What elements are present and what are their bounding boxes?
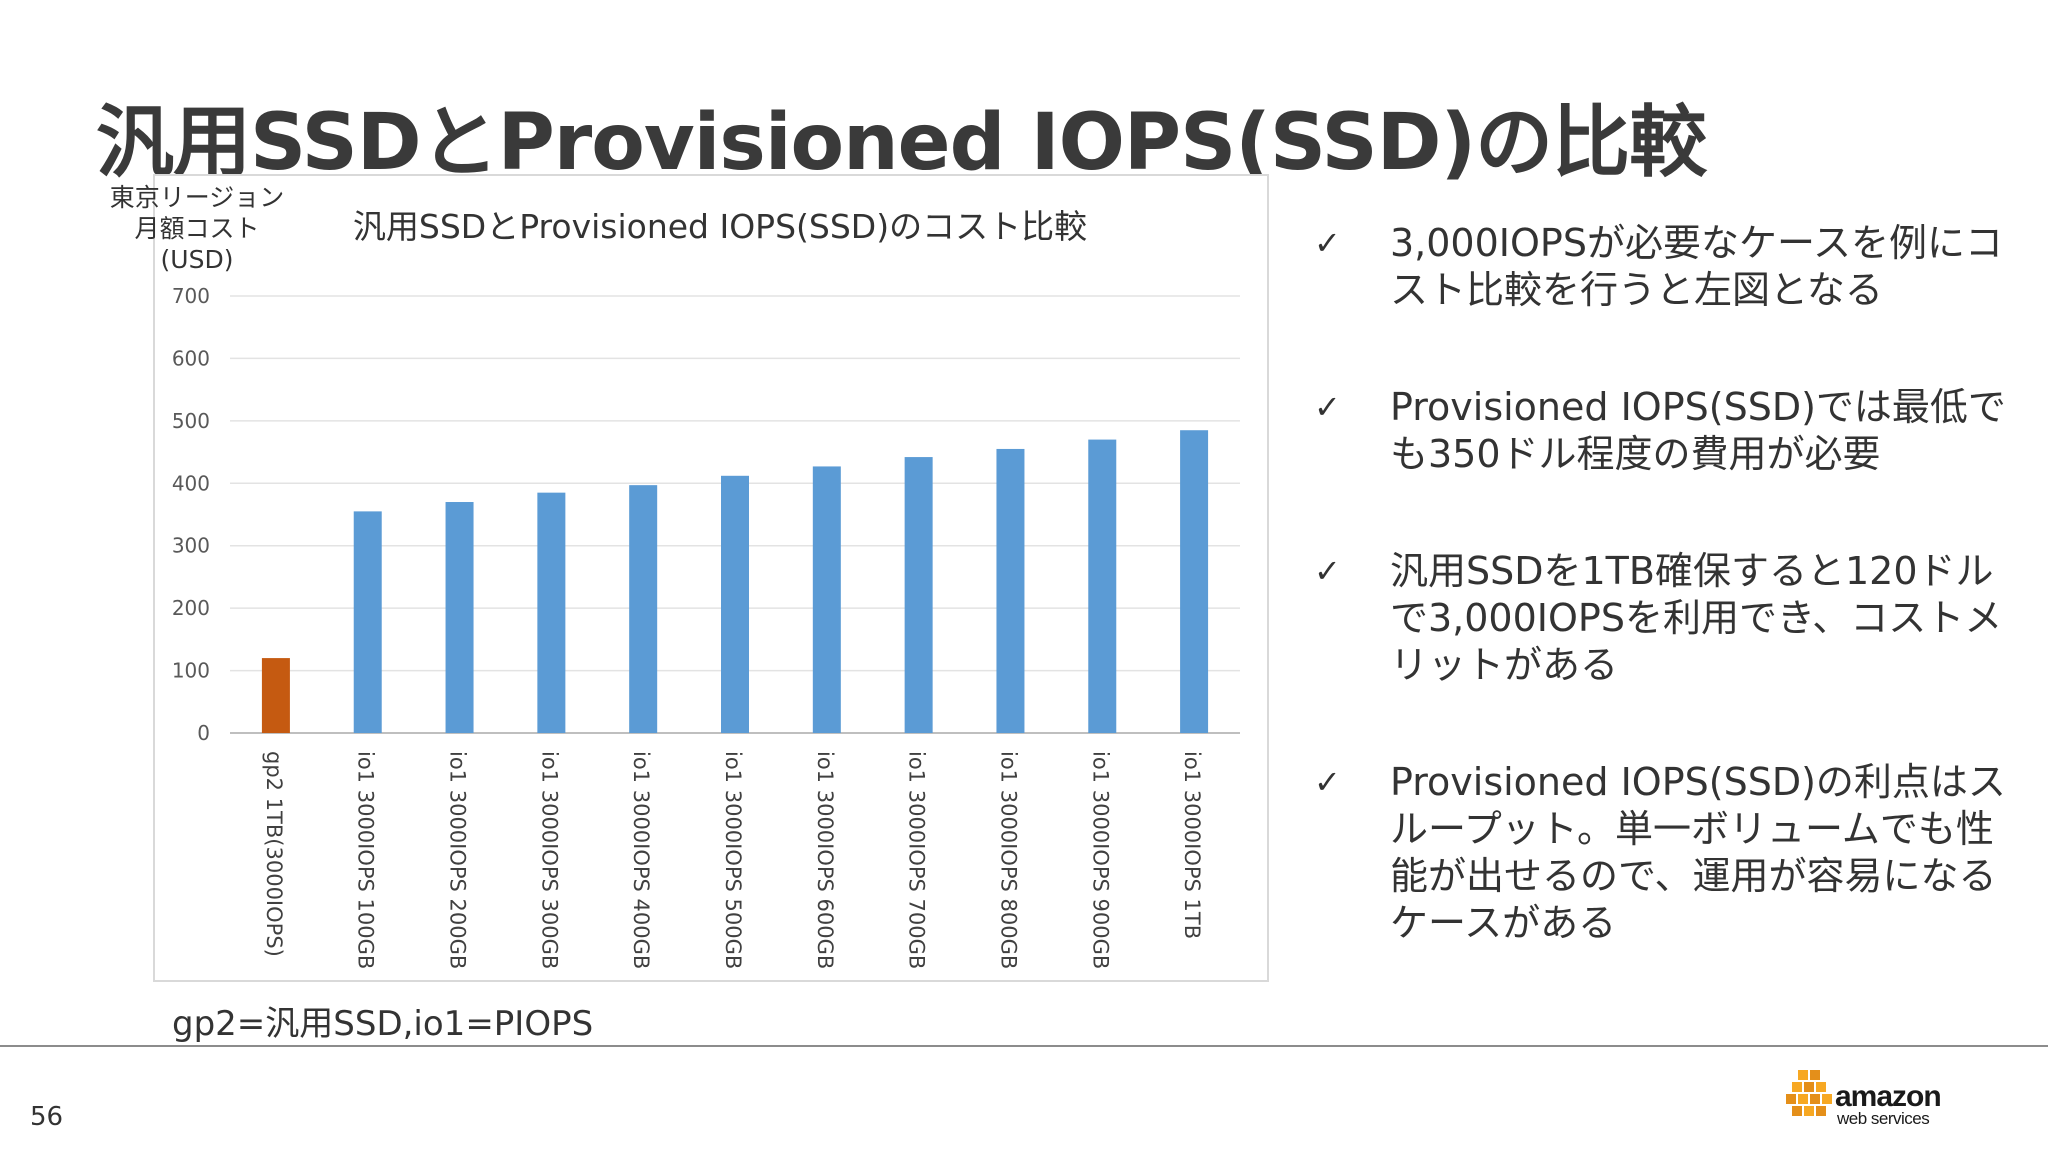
aws-cube <box>1792 1082 1802 1092</box>
bar <box>353 511 382 733</box>
aws-logo-sub: web services <box>1837 1109 1930 1128</box>
bullet-item: ✓ Provisioned IOPS(SSD)では最低でも350ドル程度の費用が… <box>1310 384 2030 478</box>
y-tick-label: 500 <box>172 409 210 433</box>
y-tick-label: 400 <box>172 471 210 495</box>
x-tick-label: io1 3000IOPS 500GB <box>721 751 745 969</box>
aws-cube <box>1798 1070 1808 1080</box>
aws-logo: amazon web services <box>1785 1068 1955 1130</box>
x-tick-label: io1 3000IOPS 200GB <box>446 751 470 969</box>
aws-cube <box>1822 1094 1832 1104</box>
bar <box>1088 439 1117 733</box>
bullet-text: Provisioned IOPS(SSD)の利点はスループット。単一ボリュームで… <box>1390 760 2006 945</box>
y-tick-label: 100 <box>172 659 210 683</box>
x-tick-label: io1 3000IOPS 800GB <box>996 751 1020 969</box>
aws-cube <box>1810 1070 1820 1080</box>
bullet-item: ✓ 3,000IOPSが必要なケースを例にコスト比較を行うと左図となる <box>1310 220 2030 314</box>
bar <box>721 475 749 733</box>
bar <box>1180 430 1209 733</box>
bar <box>629 485 658 733</box>
aws-cube <box>1816 1082 1826 1092</box>
bullet-text: 3,000IOPSが必要なケースを例にコスト比較を行うと左図となる <box>1390 221 2004 312</box>
slide-title: 汎用SSDとProvisioned IOPS(SSD)の比較 <box>96 98 1707 189</box>
bar <box>261 658 290 733</box>
bullet-text: Provisioned IOPS(SSD)では最低でも350ドル程度の費用が必要 <box>1390 385 2006 476</box>
aws-logo-word: amazon <box>1835 1080 1942 1113</box>
y-tick-label: 700 <box>172 284 210 308</box>
x-tick-label: io1 3000IOPS 600GB <box>813 751 837 969</box>
ylabel-line: 月額コスト <box>134 214 260 243</box>
bar <box>996 448 1025 733</box>
x-tick-label: io1 3000IOPS 100GB <box>354 751 378 969</box>
aws-cube <box>1804 1082 1814 1092</box>
check-icon: ✓ <box>1314 388 1341 426</box>
aws-cube <box>1786 1094 1796 1104</box>
aws-cube <box>1792 1106 1802 1116</box>
chart-ylabel: 東京リージョン 月額コスト (USD) <box>92 182 302 275</box>
x-tick-label: io1 3000IOPS 700GB <box>905 751 929 969</box>
bar <box>537 492 566 733</box>
x-tick-label: io1 3000IOPS 400GB <box>629 751 653 969</box>
bar <box>812 466 841 733</box>
x-tick-label: gp2 1TB(3000IOPS) <box>262 751 286 957</box>
bar <box>904 457 933 733</box>
x-tick-label: io1 3000IOPS 1TB <box>1180 751 1204 939</box>
chart-title: 汎用SSDとProvisioned IOPS(SSD)のコスト比較 <box>353 207 1087 246</box>
footer-divider <box>0 1045 2048 1047</box>
page-number: 56 <box>30 1102 64 1132</box>
check-icon: ✓ <box>1314 763 1341 801</box>
x-tick-label: io1 3000IOPS 900GB <box>1088 751 1112 969</box>
aws-cubes-icon <box>1786 1070 1832 1116</box>
ylabel-line: (USD) <box>160 245 234 274</box>
aws-cube <box>1816 1106 1826 1116</box>
bullet-list: ✓ 3,000IOPSが必要なケースを例にコスト比較を行うと左図となる ✓ Pr… <box>1310 220 2030 1017</box>
chart-frame <box>153 174 1269 982</box>
bar <box>445 502 474 733</box>
bullet-item: ✓ 汎用SSDを1TB確保すると120ドルで3,000IOPSを利用でき、コスト… <box>1310 548 2030 689</box>
aws-cube <box>1798 1094 1808 1104</box>
abbreviation-note: gp2=汎用SSD,io1=PIOPS <box>172 1004 594 1044</box>
y-tick-label: 0 <box>197 721 210 745</box>
x-tick-label: io1 3000IOPS 300GB <box>537 751 561 969</box>
aws-cube <box>1804 1106 1814 1116</box>
y-tick-label: 300 <box>172 534 210 558</box>
bullet-item: ✓ Provisioned IOPS(SSD)の利点はスループット。単一ボリュー… <box>1310 759 2030 947</box>
aws-cube <box>1810 1094 1820 1104</box>
check-icon: ✓ <box>1314 552 1341 590</box>
bullet-text: 汎用SSDを1TB確保すると120ドルで3,000IOPSを利用でき、コストメリ… <box>1390 549 2003 687</box>
ylabel-line: 東京リージョン <box>109 183 285 212</box>
y-tick-label: 200 <box>172 596 210 620</box>
check-icon: ✓ <box>1314 224 1341 262</box>
y-tick-label: 600 <box>172 346 210 370</box>
